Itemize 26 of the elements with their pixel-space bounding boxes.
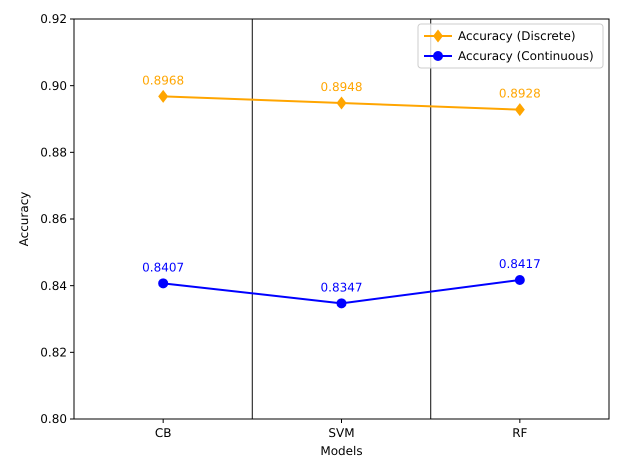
y-tick-label: 0.88: [40, 146, 67, 160]
data-label: 0.8407: [142, 260, 184, 274]
point: [158, 90, 168, 103]
y-tick-label: 0.86: [40, 212, 67, 226]
y-tick-label: 0.80: [40, 412, 67, 426]
point: [158, 278, 168, 288]
data-label: 0.8347: [320, 280, 362, 294]
y-axis-title: Accuracy: [17, 192, 31, 246]
data-label: 0.8968: [142, 73, 184, 88]
x-tick-label: SVM: [328, 426, 355, 440]
y-tick-label: 0.90: [40, 78, 67, 93]
y-tick-label: 0.82: [40, 346, 67, 360]
point: [336, 298, 346, 308]
y-tick-label: 0.84: [40, 278, 67, 293]
point: [514, 103, 525, 116]
x-tick-label: CB: [154, 426, 172, 440]
data-label: 0.8417: [498, 257, 541, 271]
legend-label: Accuracy (Continuous): [458, 49, 594, 64]
point: [336, 96, 346, 110]
x-axis-title: Models: [320, 444, 363, 458]
x-tick-label: RF: [512, 426, 528, 440]
legend-label: Accuracy (Discrete): [458, 29, 576, 44]
y-tick-label: 0.92: [40, 12, 67, 26]
point: [514, 275, 525, 285]
data-label: 0.8928: [498, 86, 541, 101]
data-label: 0.8948: [320, 80, 362, 94]
